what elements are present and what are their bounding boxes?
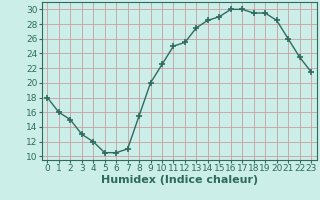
X-axis label: Humidex (Indice chaleur): Humidex (Indice chaleur): [100, 175, 258, 185]
